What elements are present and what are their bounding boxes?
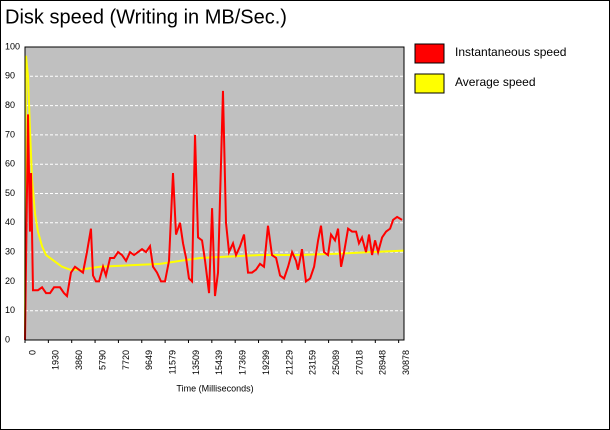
legend-swatch <box>414 73 445 94</box>
y-tick-label: 100 <box>5 41 20 51</box>
legend-label: Instantaneous speed <box>455 45 566 59</box>
y-tick-label: 40 <box>5 217 15 227</box>
legend-swatch <box>414 43 445 64</box>
y-tick-label: 90 <box>5 71 15 81</box>
x-tick-label: 17369 <box>238 350 248 375</box>
y-tick-label: 20 <box>5 276 15 286</box>
y-tick-label: 0 <box>5 334 10 344</box>
x-tick-label: 19299 <box>261 350 271 375</box>
y-tick-label: 80 <box>5 100 15 110</box>
x-tick-label: 9649 <box>144 350 154 370</box>
x-tick-label: 3860 <box>74 350 84 370</box>
x-tick-label: 13509 <box>191 350 201 375</box>
chart-title: Disk speed (Writing in MB/Sec.) <box>5 6 287 28</box>
x-tick-label: 11579 <box>167 350 177 374</box>
x-axis-label: Time (Milliseconds) <box>176 383 253 393</box>
x-tick-label: 27018 <box>354 350 364 375</box>
y-tick-label: 60 <box>5 159 15 169</box>
legend-label: Average speed <box>455 75 536 89</box>
plot-border <box>24 46 405 341</box>
y-tick-label: 50 <box>5 188 15 198</box>
x-tick-label: 25089 <box>331 350 341 375</box>
y-tick-label: 70 <box>5 129 15 139</box>
series-line <box>24 90 403 341</box>
x-tick-label: 28948 <box>378 350 388 375</box>
x-tick-label: 7720 <box>121 350 131 370</box>
x-tick-label: 30878 <box>401 350 411 375</box>
x-tick-label: 23159 <box>308 350 318 375</box>
y-tick-label: 30 <box>5 246 15 256</box>
y-tick-label: 10 <box>5 305 15 315</box>
x-tick-label: 5790 <box>97 350 107 370</box>
x-tick-label: 0 <box>27 350 37 355</box>
x-tick-label: 15439 <box>214 350 224 375</box>
x-tick-label: 21229 <box>284 350 294 375</box>
x-tick-label: 1930 <box>51 350 61 370</box>
